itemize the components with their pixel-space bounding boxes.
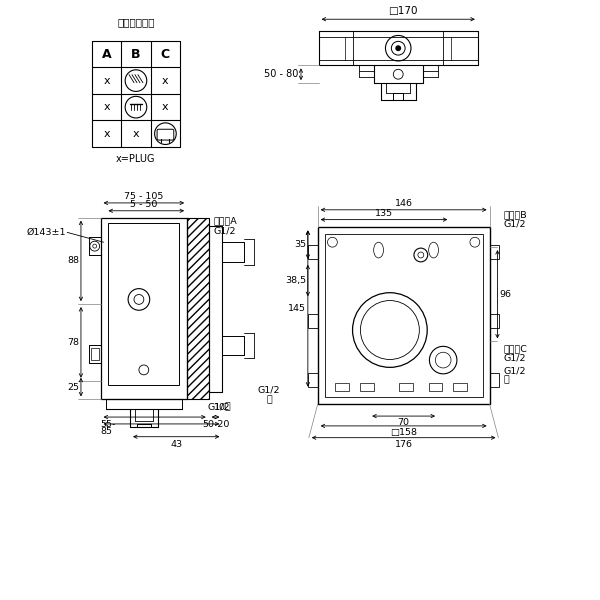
- Text: □158: □158: [390, 428, 417, 437]
- Text: 吐出口B: 吐出口B: [503, 210, 527, 219]
- Text: 50-20: 50-20: [202, 420, 229, 429]
- Text: x: x: [162, 76, 169, 86]
- Text: G1/2: G1/2: [503, 353, 526, 362]
- Text: 吐出口C: 吐出口C: [503, 345, 527, 354]
- Text: x: x: [133, 128, 139, 139]
- Text: 10: 10: [214, 403, 226, 412]
- Text: 70: 70: [398, 418, 410, 427]
- Bar: [399, 383, 413, 391]
- Text: 25: 25: [67, 383, 79, 392]
- Bar: [187, 218, 209, 400]
- Text: 78: 78: [67, 338, 79, 347]
- Text: 176: 176: [395, 440, 413, 449]
- Text: x: x: [103, 128, 110, 139]
- Text: 35: 35: [294, 240, 306, 249]
- Bar: [490, 314, 499, 328]
- Bar: [91, 348, 98, 360]
- Text: C: C: [161, 47, 170, 61]
- Text: 水: 水: [503, 375, 509, 384]
- Text: x: x: [103, 102, 110, 112]
- Bar: [490, 245, 499, 259]
- Text: 湯: 湯: [266, 395, 272, 404]
- Text: 43: 43: [170, 440, 182, 449]
- Text: x: x: [162, 102, 169, 112]
- Text: 55-: 55-: [101, 420, 116, 429]
- Text: 50 - 80: 50 - 80: [263, 69, 298, 79]
- Text: 135: 135: [374, 209, 392, 218]
- Text: 吐出口使用例: 吐出口使用例: [117, 17, 155, 27]
- Text: 96: 96: [499, 290, 511, 299]
- Text: 75 - 105: 75 - 105: [124, 192, 164, 201]
- Text: 吐出口A: 吐出口A: [214, 217, 238, 226]
- Bar: [490, 373, 499, 386]
- Text: G1/2: G1/2: [503, 367, 526, 376]
- Text: G1/2: G1/2: [214, 226, 236, 235]
- Bar: [360, 383, 374, 391]
- Bar: [317, 227, 490, 404]
- Text: 146: 146: [395, 199, 413, 208]
- Text: G1/2: G1/2: [503, 219, 526, 228]
- Bar: [308, 373, 317, 386]
- Text: 湯: 湯: [224, 403, 230, 412]
- Text: 88: 88: [67, 256, 79, 265]
- Text: B: B: [131, 47, 141, 61]
- Bar: [308, 245, 317, 259]
- Text: 5 - 50: 5 - 50: [130, 200, 158, 209]
- Bar: [453, 383, 467, 391]
- Bar: [308, 314, 317, 328]
- Circle shape: [395, 45, 401, 51]
- Text: G1/2: G1/2: [258, 385, 280, 394]
- Text: □170: □170: [388, 6, 418, 16]
- Bar: [325, 235, 483, 397]
- Text: x: x: [103, 76, 110, 86]
- Text: 145: 145: [288, 304, 306, 313]
- Text: 85: 85: [101, 427, 113, 436]
- Text: x=PLUG: x=PLUG: [116, 154, 156, 164]
- Text: A: A: [101, 47, 112, 61]
- Bar: [428, 383, 442, 391]
- Bar: [109, 223, 179, 385]
- Bar: [335, 383, 349, 391]
- Text: G1/2: G1/2: [207, 403, 230, 412]
- Text: 38,5: 38,5: [285, 276, 306, 285]
- Text: Ø143±1: Ø143±1: [27, 228, 66, 237]
